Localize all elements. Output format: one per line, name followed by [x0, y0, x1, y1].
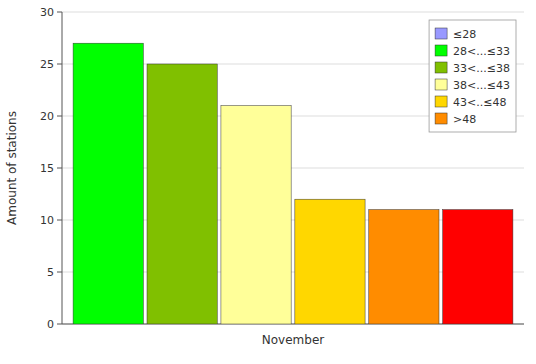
- axes: 0 5 10 15 20 25 30 November: [40, 6, 524, 347]
- bar: [221, 106, 291, 324]
- legend: ≤28 28<...≤33 33<...≤38 38<...≤43 43<..≤48 >4…: [429, 20, 516, 132]
- legend-box: [429, 20, 516, 132]
- bar: [369, 210, 439, 324]
- legend-swatch: [435, 45, 447, 56]
- legend-label: >48: [453, 113, 476, 126]
- y-tick: [57, 12, 62, 13]
- legend-swatch: [435, 113, 447, 124]
- legend-swatch: [435, 79, 447, 90]
- legend-label: 33<...≤38: [453, 62, 510, 75]
- y-tick: [57, 220, 62, 221]
- y-tick: [57, 64, 62, 65]
- y-tick-label: 30: [40, 6, 54, 19]
- grid: [62, 12, 524, 324]
- bar: [147, 64, 217, 324]
- y-tick: [57, 272, 62, 273]
- legend-label: 38<...≤43: [453, 79, 510, 92]
- legend-label: 43<..≤48: [453, 96, 506, 109]
- grid-line: [62, 12, 524, 13]
- y-tick-label: 5: [47, 266, 54, 279]
- bar: [73, 43, 143, 324]
- legend-swatch: [435, 96, 447, 107]
- y-tick: [57, 168, 62, 169]
- legend-swatch: [435, 28, 447, 39]
- y-tick: [57, 116, 62, 117]
- y-tick-label: 15: [40, 162, 54, 175]
- bar: [443, 210, 513, 324]
- legend-label: ≤28: [453, 28, 476, 41]
- y-axis-line: [62, 12, 63, 324]
- y-tick-label: 25: [40, 58, 54, 71]
- x-tick-label: November: [262, 333, 324, 347]
- bars: [73, 43, 513, 324]
- legend-label: 28<...≤33: [453, 45, 510, 58]
- y-axis-label: Amount of stations: [5, 111, 19, 225]
- legend-swatch: [435, 62, 447, 73]
- y-tick: [57, 324, 62, 325]
- bar: [295, 199, 365, 324]
- y-tick-label: 20: [40, 110, 54, 123]
- chart: 0 5 10 15 20 25 30 November Amount of stations ≤2…: [0, 0, 536, 364]
- y-tick-label: 0: [47, 318, 54, 331]
- y-tick-label: 10: [40, 214, 54, 227]
